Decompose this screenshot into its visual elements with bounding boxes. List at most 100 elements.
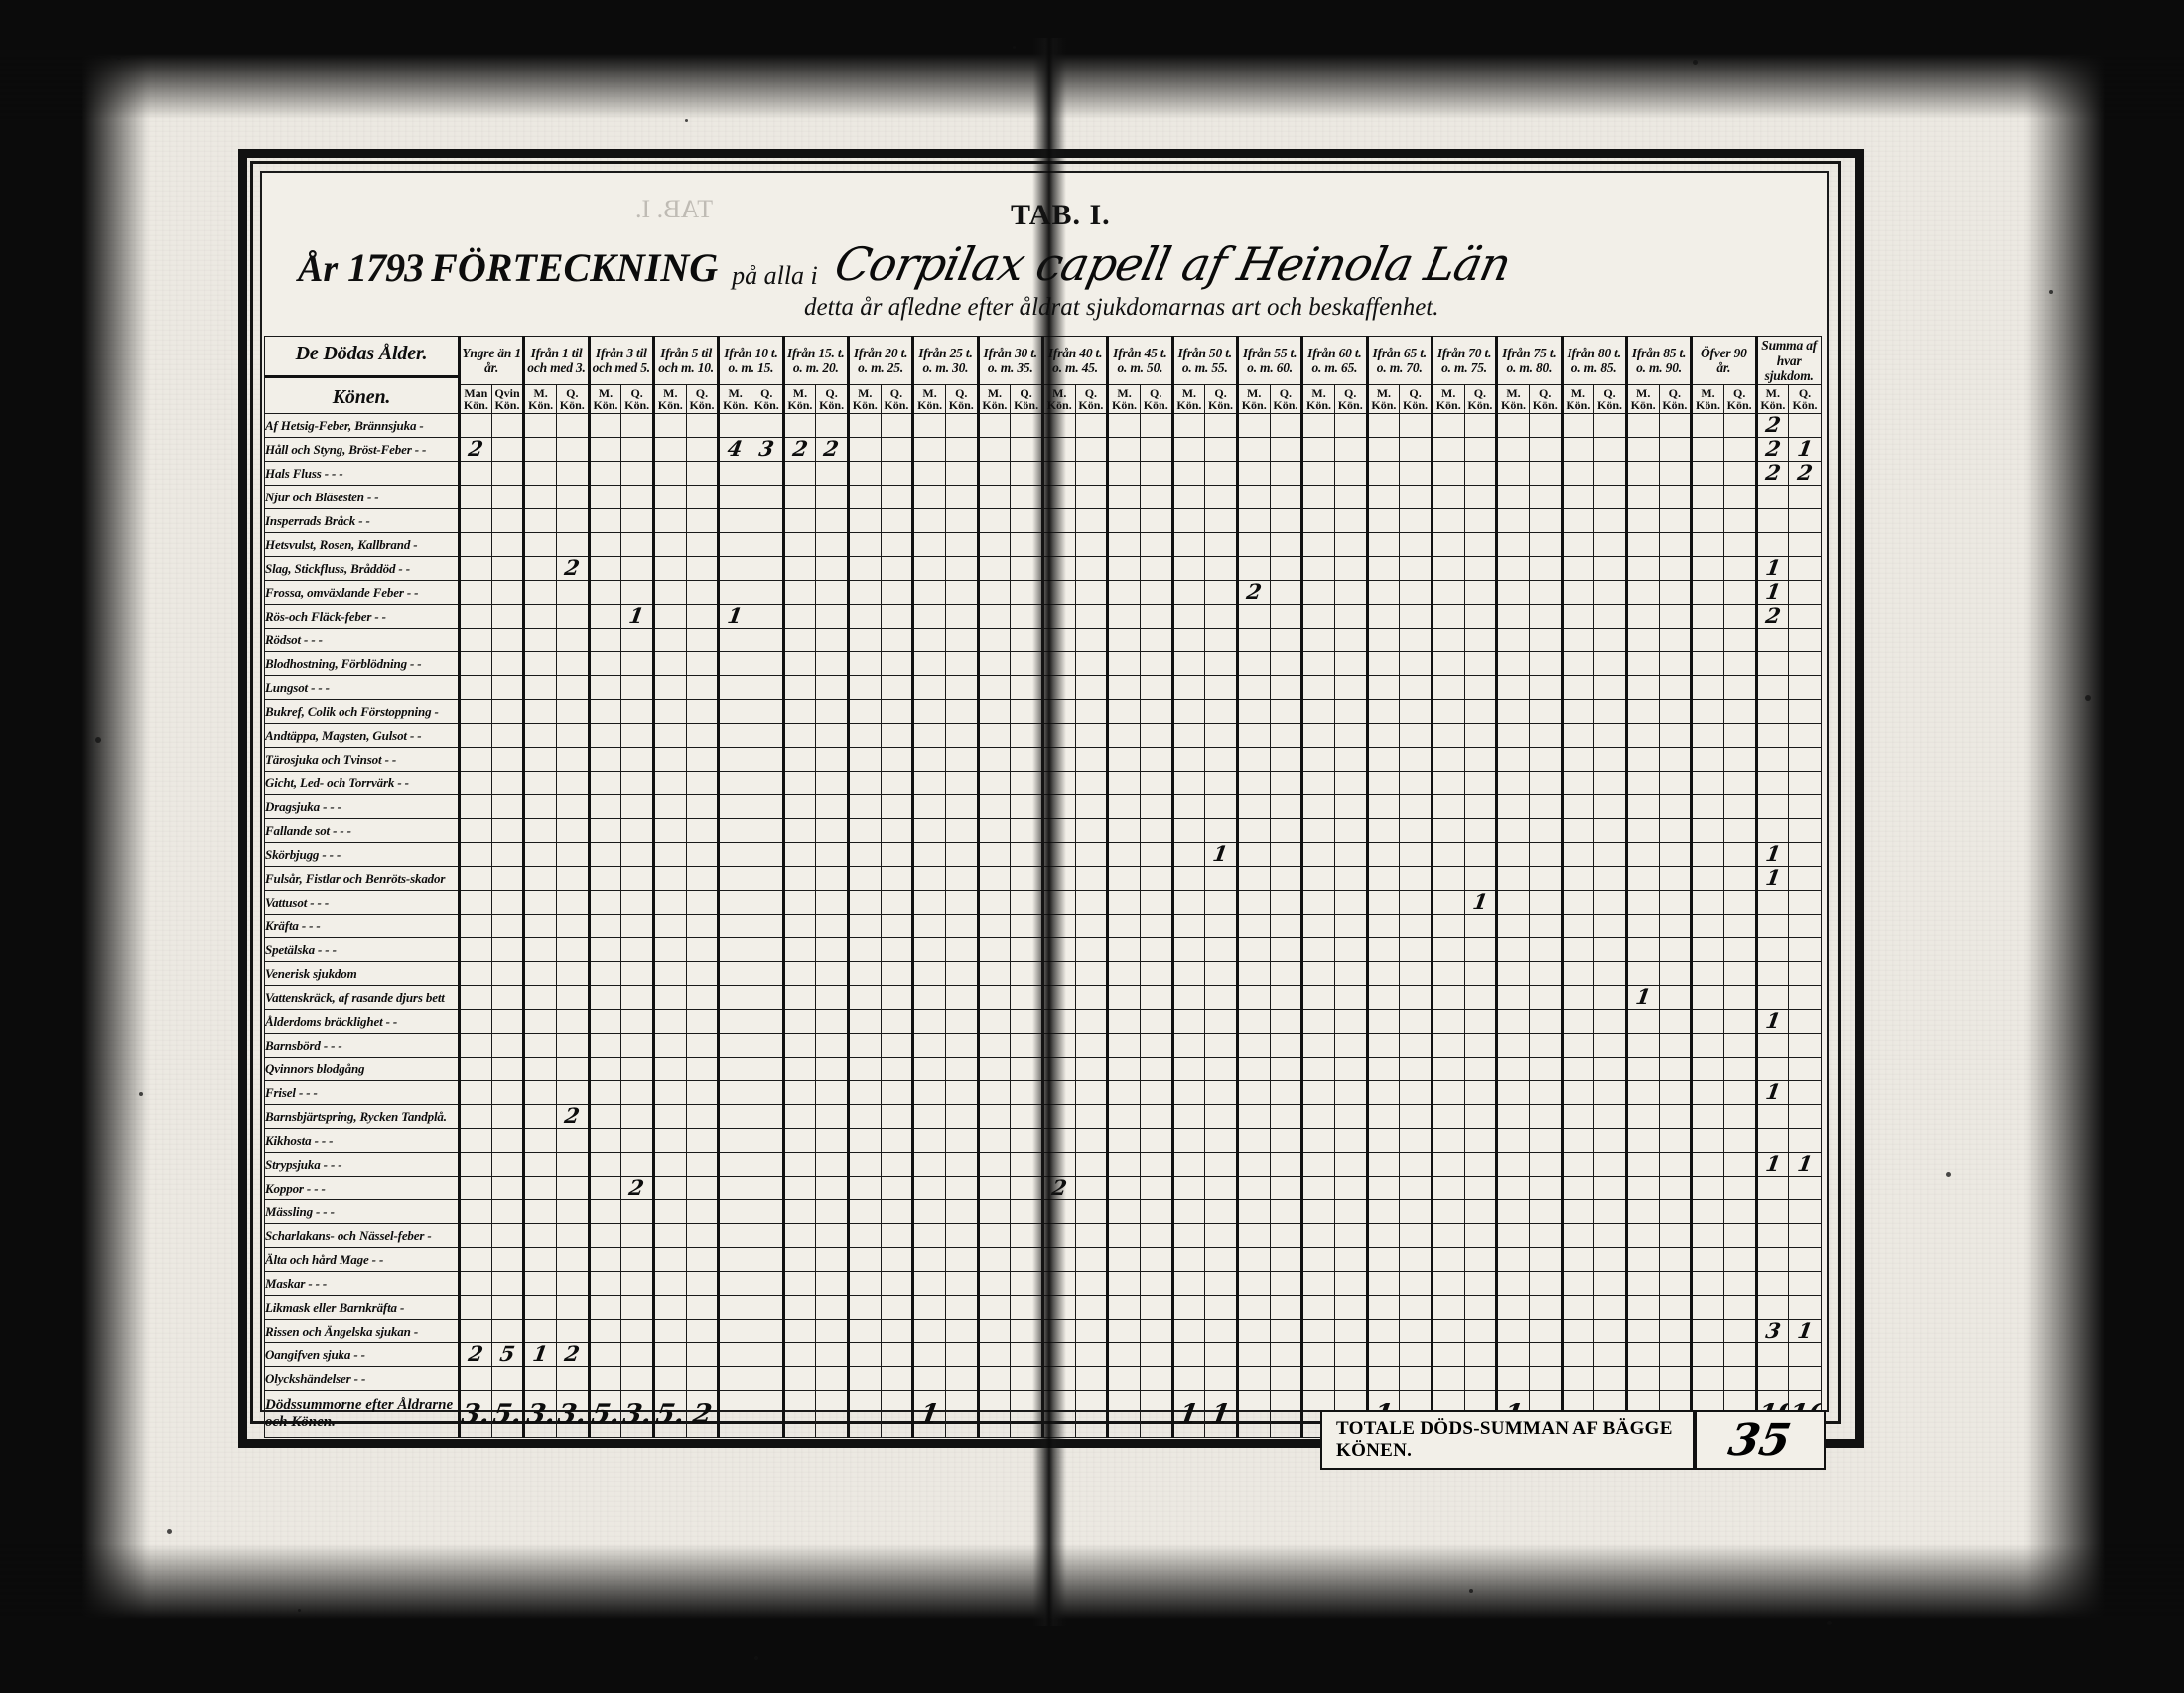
data-cell xyxy=(944,985,979,1010)
summary-cell xyxy=(781,1390,817,1438)
data-cell xyxy=(1593,937,1627,962)
data-cell xyxy=(685,1128,720,1153)
data-cell xyxy=(1300,437,1335,462)
data-cell xyxy=(1300,532,1335,557)
data-cell xyxy=(1690,818,1724,843)
data-cell xyxy=(522,1366,557,1391)
data-cell xyxy=(1658,508,1693,533)
data-cell xyxy=(1106,1366,1141,1391)
data-cell xyxy=(717,699,751,724)
data-cell xyxy=(815,1342,849,1367)
data-cell xyxy=(522,961,557,986)
data-cell xyxy=(1399,794,1433,819)
data-cell xyxy=(781,508,817,533)
data-cell xyxy=(781,628,817,652)
data-cell xyxy=(1528,723,1563,748)
data-cell xyxy=(750,747,784,772)
data-cell xyxy=(1040,961,1076,986)
data-cell xyxy=(1722,961,1757,986)
data-cell xyxy=(1560,1295,1595,1320)
title-year: 1793 xyxy=(347,245,424,290)
data-cell: 2 xyxy=(1754,437,1790,462)
table-number-label: TAB. I. xyxy=(1011,199,1111,231)
data-cell xyxy=(1106,1080,1141,1105)
data-cell xyxy=(1333,485,1368,509)
sex-header-female-1: Q. Kön. xyxy=(555,384,590,414)
table-row: Bukref, Colik och Förstoppning - xyxy=(264,699,1822,724)
data-cell xyxy=(1139,866,1173,891)
data-cell xyxy=(1560,1057,1595,1081)
data-cell xyxy=(880,1295,914,1320)
data-cell xyxy=(1690,556,1724,581)
data-cell xyxy=(685,1271,720,1296)
data-cell xyxy=(1624,1223,1660,1248)
data-cell xyxy=(555,1223,590,1248)
data-cell xyxy=(1593,437,1627,462)
data-cell xyxy=(1074,866,1109,891)
data-cell xyxy=(1106,1176,1141,1200)
data-cell xyxy=(1365,628,1401,652)
data-cell xyxy=(1722,604,1757,629)
data-cell xyxy=(1722,794,1757,819)
data-cell xyxy=(1754,1176,1790,1200)
data-cell xyxy=(1365,651,1401,676)
data-cell xyxy=(651,1366,687,1391)
data-cell xyxy=(685,604,720,629)
data-cell xyxy=(976,437,1012,462)
data-cell xyxy=(1040,699,1076,724)
data-cell xyxy=(1074,1057,1109,1081)
data-cell xyxy=(522,771,557,795)
data-cell xyxy=(1495,723,1530,748)
data-cell xyxy=(1170,890,1206,915)
data-cell: 2 xyxy=(815,437,849,462)
data-cell: 2 xyxy=(555,1342,590,1367)
data-cell xyxy=(1040,532,1076,557)
data-cell xyxy=(1560,651,1595,676)
data-cell xyxy=(490,413,525,438)
cause-of-death-label: Likmask eller Barnkräfta - xyxy=(264,1295,460,1320)
data-cell xyxy=(458,628,492,652)
data-cell xyxy=(1658,1080,1693,1105)
data-cell: 2 xyxy=(458,437,492,462)
data-cell xyxy=(1333,1152,1368,1177)
data-cell xyxy=(1560,508,1595,533)
tally-value: 4 xyxy=(726,437,745,461)
data-cell xyxy=(1040,1366,1076,1391)
data-cell xyxy=(1722,890,1757,915)
data-cell xyxy=(1399,1152,1433,1177)
data-cell xyxy=(1463,747,1498,772)
data-cell xyxy=(1658,771,1693,795)
data-cell xyxy=(1658,890,1693,915)
table-row: Spetälska - - - xyxy=(264,937,1822,962)
data-cell xyxy=(944,890,979,915)
data-cell xyxy=(1722,532,1757,557)
data-cell xyxy=(1204,1128,1238,1153)
data-cell xyxy=(1300,1342,1335,1367)
data-cell xyxy=(458,1009,492,1034)
table-row: Andtäppa, Magsten, Gulsot - - xyxy=(264,723,1822,748)
data-cell xyxy=(1074,628,1109,652)
data-cell xyxy=(1269,1247,1303,1272)
data-cell xyxy=(1560,890,1595,915)
data-cell xyxy=(781,556,817,581)
cause-of-death-label: Kräfta - - - xyxy=(264,914,460,938)
sex-header-male-15: M. Kön. xyxy=(1430,384,1465,414)
data-cell xyxy=(1722,866,1757,891)
data-cell xyxy=(1170,651,1206,676)
data-cell xyxy=(1593,485,1627,509)
data-cell xyxy=(1333,508,1368,533)
scan-artifact-speck xyxy=(1946,1172,1951,1177)
data-cell xyxy=(1010,1199,1043,1224)
data-cell xyxy=(1593,866,1627,891)
data-cell xyxy=(685,961,720,986)
data-cell xyxy=(1528,914,1563,938)
data-cell xyxy=(458,508,492,533)
data-cell xyxy=(1463,771,1498,795)
data-cell xyxy=(1170,747,1206,772)
data-cell xyxy=(1788,532,1822,557)
data-cell xyxy=(1528,604,1563,629)
data-cell xyxy=(846,1033,882,1058)
data-cell xyxy=(1463,556,1498,581)
data-cell xyxy=(1399,485,1433,509)
